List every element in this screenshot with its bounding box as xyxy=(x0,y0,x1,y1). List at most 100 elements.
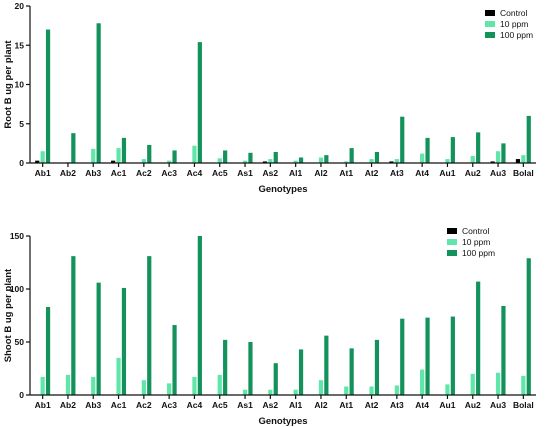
chart-2-x-tick-label-ac2: Ac2 xyxy=(136,400,152,410)
chart-2-bar-ppm10-ac4 xyxy=(192,376,197,395)
chart-1-x-tick-label-as2: As2 xyxy=(263,168,279,178)
chart-1-bar-ppm100-as1 xyxy=(248,152,253,163)
chart-1-bar-ppm100-at4 xyxy=(425,137,430,163)
chart-2-bar-ppm10-au1 xyxy=(445,384,450,395)
chart-1-legend-label-ppm100: 100 ppm xyxy=(500,30,533,40)
chart-2-bar-ppm10-ac3 xyxy=(167,383,172,395)
chart-2-x-tick-label-bolal: Bolal xyxy=(513,400,534,410)
chart-1-bar-ppm10-ab1 xyxy=(40,151,45,163)
chart-2-x-tick-label-al2: Al2 xyxy=(314,400,328,410)
chart-2-x-tick-label-ab2: Ab2 xyxy=(60,400,76,410)
chart-2-legend-swatch-ppm10 xyxy=(447,239,457,245)
chart-1-x-tick-label-ac2: Ac2 xyxy=(136,168,152,178)
chart-2-bar-ppm100-ac1 xyxy=(121,287,127,395)
chart-2-bar-ppm100-as2 xyxy=(273,363,278,395)
chart-1-bar-ppm100-al2 xyxy=(324,155,329,163)
chart-1-bar-ppm10-as1 xyxy=(242,160,248,163)
chart-2-bar-ppm10-au2 xyxy=(470,373,475,395)
chart-1-bar-ppm100-ac3 xyxy=(172,150,177,163)
chart-1-x-tick-label-al2: Al2 xyxy=(314,168,328,178)
chart-1-x-tick-label-ab2: Ab2 xyxy=(60,168,76,178)
chart-1-x-tick-label-ac1: Ac1 xyxy=(111,168,127,178)
chart-2-bar-ppm10-as1 xyxy=(242,389,248,395)
chart-1-x-tick-label-ac5: Ac5 xyxy=(212,168,228,178)
chart-1-bar-ppm100-at1 xyxy=(349,148,354,163)
chart-1-y-tick-label: 5 xyxy=(19,119,24,129)
chart-2-bar-ppm10-al1 xyxy=(293,389,298,395)
chart-1-x-tick-label-al1: Al1 xyxy=(289,168,303,178)
chart-2-y-tick-label: 100 xyxy=(10,284,24,294)
chart-2-bar-ppm100-at4 xyxy=(425,317,430,395)
chart-1-bar-ppm10-ac5 xyxy=(217,158,222,163)
chart-2-bar-ppm100-ac4 xyxy=(197,236,202,395)
chart-1-bar-control-bolal xyxy=(515,159,521,163)
chart-1-bar-ppm100-ab2 xyxy=(71,133,76,163)
chart-2-bar-ppm10-au3 xyxy=(495,372,501,395)
chart-2-bar-ppm10-al2 xyxy=(318,380,324,395)
chart-1-bar-ppm10-ac1 xyxy=(116,148,121,163)
chart-2-bar-ppm100-al2 xyxy=(324,335,329,395)
chart-2-bar-ppm10-as2 xyxy=(268,389,273,395)
chart-1-bar-ppm100-ab1 xyxy=(45,29,51,163)
chart-2-y-axis-title: Shoot B ug per plant xyxy=(3,268,14,362)
chart-1-y-tick-label: 20 xyxy=(15,1,25,11)
chart-1-bar-ppm100-as2 xyxy=(273,152,278,163)
chart-2-x-tick-label-ac4: Ac4 xyxy=(187,400,203,410)
chart-1-y-tick-label: 0 xyxy=(19,158,24,168)
chart-1-bar-ppm10-ac3 xyxy=(167,160,172,163)
chart-1-y-tick-label: 15 xyxy=(15,40,25,50)
chart-1-legend-label-ppm10: 10 ppm xyxy=(500,19,528,29)
chart-2-legend-label-ppm100: 100 ppm xyxy=(462,248,495,258)
chart-2-x-axis-title: Genotypes xyxy=(258,416,307,427)
chart-1-bar-ppm10-au1 xyxy=(445,159,450,163)
chart-2-legend-swatch-control xyxy=(447,228,457,234)
chart-1: 0 5 10 15 20 Ab1 Ab2 Ab3 Ac1 Ac2 Ac3 Ac4 Ac5 As1 As2 Al… xyxy=(3,1,536,195)
chart-1-bar-ppm10-au2 xyxy=(470,155,475,163)
chart-2-bar-ppm10-ab3 xyxy=(91,376,96,395)
chart-1-bar-ppm100-al1 xyxy=(298,157,304,163)
chart-2-bar-ppm10-ac1 xyxy=(116,357,121,395)
chart-1-bar-ppm100-ac1 xyxy=(121,137,127,163)
chart-1-x-tick-label-au3: Au3 xyxy=(490,168,506,178)
chart-1-bar-ppm100-au2 xyxy=(476,132,481,163)
chart-2-y-tick-label: 50 xyxy=(15,337,25,347)
chart-1-bar-ppm100-ac2 xyxy=(147,144,152,163)
chart-1-bar-control-at3 xyxy=(389,161,394,163)
chart-1-bar-ppm10-at1 xyxy=(344,161,349,163)
chart-1-bar-ppm100-ac5 xyxy=(223,150,228,163)
chart-1-bar-ppm10-at3 xyxy=(394,159,399,163)
chart-1-bar-ppm100-bolal xyxy=(526,115,531,163)
chart-1-bar-ppm10-ac4 xyxy=(192,145,197,163)
chart-2-legend-label-ppm10: 10 ppm xyxy=(462,237,490,247)
chart-2-bar-ppm100-at2 xyxy=(374,339,380,395)
chart-2-x-tick-label-ab3: Ab3 xyxy=(85,400,101,410)
chart-1-x-tick-label-bolal: Bolal xyxy=(513,168,534,178)
chart-2-bar-ppm10-ab2 xyxy=(65,374,71,395)
chart-1-x-tick-label-ab3: Ab3 xyxy=(85,168,101,178)
chart-2-bar-ppm100-as1 xyxy=(248,342,253,395)
chart-2-bar-ppm100-ac3 xyxy=(172,325,177,395)
chart-2-y-tick-label: 0 xyxy=(19,390,24,400)
chart-2-x-tick-label-at3: At3 xyxy=(390,400,404,410)
chart-2-x-tick-label-ac3: Ac3 xyxy=(161,400,177,410)
chart-1-bar-ppm100-ab3 xyxy=(96,23,101,163)
chart-2-legend-swatch-ppm100 xyxy=(447,250,457,256)
chart-1-x-tick-label-au1: Au1 xyxy=(439,168,455,178)
chart-1-bar-ppm100-ac4 xyxy=(197,42,202,163)
chart-2-legend-label-control: Control xyxy=(462,226,490,236)
chart-2-y-tick-label: 150 xyxy=(10,231,24,241)
chart-2-bar-ppm10-at2 xyxy=(369,386,374,395)
chart-1-legend-swatch-ppm100 xyxy=(485,32,495,38)
chart-2-x-tick-label-as1: As1 xyxy=(237,400,253,410)
chart-2-bar-ppm10-at1 xyxy=(344,386,349,395)
chart-2-bar-ppm10-at4 xyxy=(420,369,425,395)
chart-2-bar-ppm10-at3 xyxy=(394,385,399,395)
chart-1-bar-ppm10-as2 xyxy=(268,159,273,163)
chart-2-x-tick-label-at2: At2 xyxy=(365,400,379,410)
chart-2-x-tick-label-au3: Au3 xyxy=(490,400,506,410)
chart-2-bar-ppm10-ac5 xyxy=(217,374,222,395)
chart-2-bar-ppm100-at1 xyxy=(349,348,354,395)
chart-1-x-tick-label-ac4: Ac4 xyxy=(187,168,203,178)
